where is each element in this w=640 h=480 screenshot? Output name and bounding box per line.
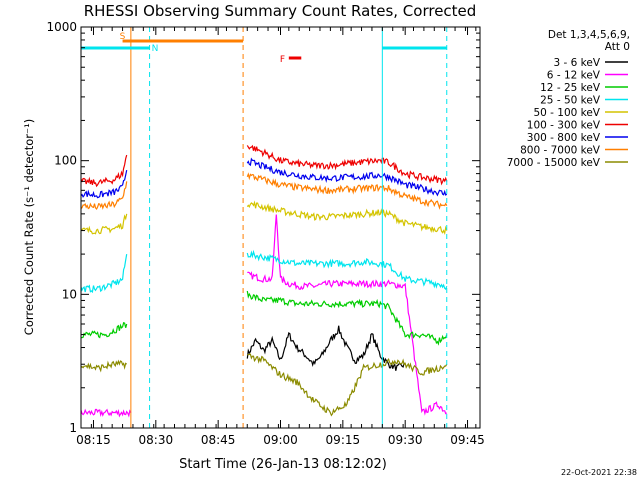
footer-timestamp: 22-Oct-2021 22:38 [561,468,637,477]
x-tick-label: 09:45 [450,433,485,447]
legend-label: 7000 - 15000 keV [507,157,601,169]
flag-label-s: S [120,32,126,42]
legend-label: 25 - 50 keV [540,95,601,107]
series-line-100-300-kev-1 [246,144,448,186]
legend-label: 100 - 300 keV [527,120,601,132]
axis-layer: 1 10 100 1000 08:15 08:30 08:45 09:00 09:15 09:30… [46,20,484,447]
legend-label: 800 - 7000 keV [520,145,601,157]
series-line-12-25-kev-0 [80,322,128,339]
marker-layer: S N F [80,27,448,428]
legend-header: Det 1,3,4,5,6,9,Att 0 [548,29,630,53]
y-tick-label: 100 [54,154,77,168]
y-tick-label: 10 [62,287,77,301]
legend-item: 300 - 800 keV [527,132,628,144]
legend-item: 3 - 6 keV [553,57,628,69]
series-line-6-12-kev-1 [247,214,448,416]
legend-item: 100 - 300 keV [527,120,628,132]
legend-label: 12 - 25 keV [540,82,601,94]
y-tick-label: 1000 [46,20,77,34]
x-tick-label: 08:30 [139,433,174,447]
legend-header-line: Att 0 [605,41,630,53]
series-line-50-100-kev-0 [80,213,128,235]
legend-item: 12 - 25 keV [540,82,628,94]
legend-item: 800 - 7000 keV [520,145,628,157]
series-line-800-7000-kev-0 [80,181,128,211]
series-line-25-50-kev-0 [80,253,128,294]
series-line-25-50-kev-1 [246,249,448,291]
x-axis-label: Start Time (26-Jan-13 08:12:02) [179,457,387,472]
series-line-12-25-kev-1 [246,290,448,346]
series-line-50-100-kev-1 [246,200,448,235]
series-line-300-800-kev-0 [80,169,128,199]
legend-label: 3 - 6 keV [553,57,600,69]
x-tick-label: 08:45 [201,433,236,447]
series-line-3-6-kev-0 [246,325,406,371]
legend-header-line: Det 1,3,4,5,6,9, [548,29,630,41]
y-tick-label: 1 [69,421,77,435]
legend-item: 6 - 12 keV [547,70,628,82]
flag-label-f: F [280,55,285,65]
series-line-800-7000-kev-1 [246,172,448,210]
series-layer [80,144,448,418]
chart-title: RHESSI Observing Summary Count Rates, Co… [84,2,477,20]
series-line-100-300-kev-0 [80,154,128,188]
flag-label-n: N [152,44,159,54]
x-tick-label: 09:00 [263,433,298,447]
y-axis-label: Corrected Count Rate (s⁻¹ detector⁻¹) [22,119,36,335]
legend-item: 7000 - 15000 keV [507,157,628,169]
legend-label: 50 - 100 keV [533,107,600,119]
x-tick-label: 08:15 [76,433,111,447]
series-line-300-800-kev-1 [246,157,448,197]
series-line-7000-15000-kev-1 [247,353,448,417]
x-tick-label: 09:30 [388,433,423,447]
legend-label: 300 - 800 keV [527,132,601,144]
series-line-6-12-kev-0 [80,408,132,418]
legend-item: 50 - 100 keV [533,107,628,119]
x-tick-label: 09:15 [326,433,361,447]
series-line-7000-15000-kev-0 [80,359,128,373]
legend-item: 25 - 50 keV [540,95,628,107]
legend-label: 6 - 12 keV [547,70,601,82]
